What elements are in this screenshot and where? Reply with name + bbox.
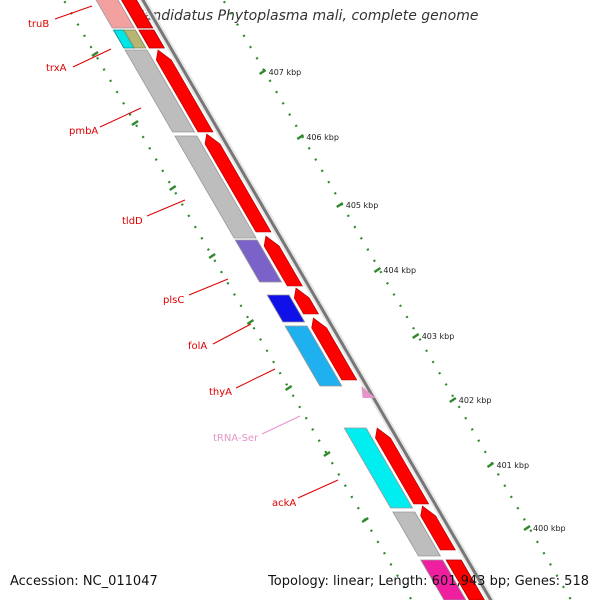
gene-label-fola[interactable]: folA <box>188 341 207 352</box>
red-arrow-bottom <box>445 559 485 600</box>
leader-line <box>297 479 339 499</box>
gene-label-thya[interactable]: thyA <box>209 387 232 398</box>
magenta-block <box>420 559 467 600</box>
scale-tick-label: 400 kbp <box>533 524 566 533</box>
scale-tick-label: 404 kbp <box>383 266 416 275</box>
purple-block-plsC <box>234 239 283 283</box>
gray-block-tldD <box>174 135 257 239</box>
scale-tick-label: 401 kbp <box>496 461 529 470</box>
inner-tick-mark <box>169 184 177 192</box>
feature-bars <box>95 0 485 600</box>
cyan-block-ackA <box>343 427 414 509</box>
red-arrow-folA <box>293 287 320 315</box>
inner-tick-mark <box>91 50 99 58</box>
leader-line <box>72 48 112 68</box>
gene-label-trub[interactable]: truB <box>28 19 49 30</box>
blue-block-folA <box>266 294 306 323</box>
leader-line <box>146 199 186 217</box>
genome-summary: Topology: linear; Length: 601,943 bp; Ge… <box>268 574 589 589</box>
scale-tick-label: 405 kbp <box>346 201 379 210</box>
inner-tick-mark <box>131 119 139 127</box>
gene-label-pmba[interactable]: pmbA <box>69 126 98 137</box>
leader-line <box>99 107 142 128</box>
scale-tick-label: 407 kbp <box>269 68 302 77</box>
inner-tick-mark <box>361 516 369 524</box>
backbone <box>138 0 495 600</box>
scale-tick-mark <box>523 524 531 532</box>
leader-line <box>235 368 276 389</box>
inner-tick-mark <box>323 450 331 458</box>
scale-tick-label: 402 kbp <box>459 396 492 405</box>
map-title: Candidatus Phytoplasma mali, complete ge… <box>134 8 479 24</box>
leader-line <box>261 415 301 435</box>
inner-tick-mark <box>284 384 293 392</box>
scale-tick-mark <box>336 201 344 209</box>
scale-tick-mark <box>373 266 382 274</box>
red-arrow-thyA <box>311 317 358 381</box>
sky-block-thyA <box>284 325 343 387</box>
trub-block <box>95 0 135 29</box>
gene-labels: truB trxA pmbA tldD plsC folA thyA tRNA-Ser ackA <box>28 5 339 509</box>
gray-block-lower <box>392 511 442 557</box>
inner-tick-mark <box>208 252 216 260</box>
trna-marker <box>361 386 376 398</box>
red-arrow-plsC <box>263 235 303 287</box>
olive-block <box>123 29 147 49</box>
leader-line <box>54 5 93 20</box>
inner-dotted-guide <box>62 0 413 600</box>
gene-label-trna-ser[interactable]: tRNA-Ser <box>213 433 259 444</box>
scale-tick-label: 403 kbp <box>422 332 455 341</box>
inner-tick-mark <box>246 318 255 326</box>
gray-block-pmbA <box>124 49 196 133</box>
red-arrow-truB <box>121 0 154 29</box>
gene-label-plsc[interactable]: plsC <box>163 295 184 306</box>
scale-tick-mark <box>258 68 267 76</box>
leader-line <box>212 323 252 345</box>
red-arrow-tldD <box>204 133 272 233</box>
gene-label-tldd[interactable]: tldD <box>122 216 143 227</box>
accession-text: Accession: NC_011047 <box>10 574 158 589</box>
red-arrow-lower <box>420 505 456 551</box>
gene-label-trxa[interactable]: trxA <box>46 63 67 74</box>
red-arrow-ackA <box>375 427 430 505</box>
scale-tick-label: 406 kbp <box>306 133 339 142</box>
leader-line <box>188 278 229 296</box>
gene-label-acka[interactable]: ackA <box>272 498 296 509</box>
scale-tick-mark <box>449 396 457 404</box>
scale-tick-mark <box>296 133 305 141</box>
scale-ticks: 407 kbp 406 kbp 405 kbp 404 kbp 403 kbp 402 k… <box>91 50 566 533</box>
scale-tick-mark <box>486 461 495 469</box>
red-arrow-trxA <box>138 29 166 49</box>
backbone-line <box>141 0 493 600</box>
red-arrow-pmbA <box>155 49 214 133</box>
scale-tick-mark <box>412 332 420 340</box>
